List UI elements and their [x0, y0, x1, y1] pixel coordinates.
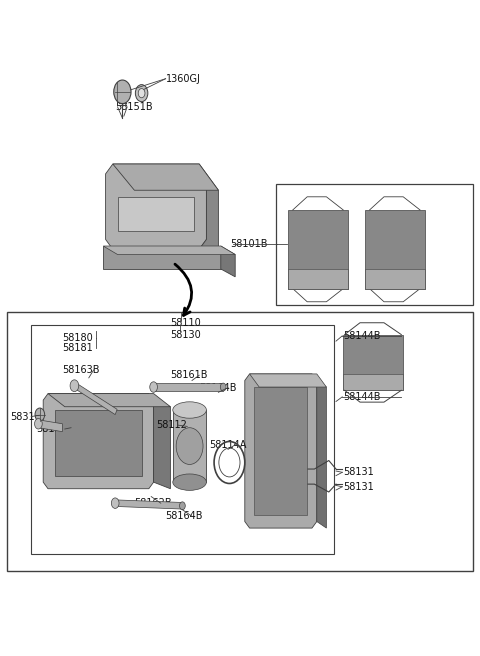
- Text: 58181: 58181: [62, 343, 93, 354]
- Polygon shape: [343, 335, 403, 390]
- Ellipse shape: [173, 401, 206, 419]
- Polygon shape: [154, 400, 170, 489]
- Bar: [276, 184, 473, 305]
- Circle shape: [35, 408, 45, 421]
- Polygon shape: [199, 174, 218, 256]
- Circle shape: [180, 502, 185, 510]
- Text: 58125F: 58125F: [36, 424, 72, 434]
- Text: 1360GJ: 1360GJ: [166, 73, 201, 84]
- Polygon shape: [365, 210, 425, 289]
- Polygon shape: [254, 387, 307, 515]
- Text: 58110: 58110: [170, 318, 201, 328]
- Polygon shape: [317, 380, 326, 528]
- Circle shape: [70, 380, 79, 392]
- Ellipse shape: [173, 474, 206, 490]
- Circle shape: [176, 428, 203, 464]
- Text: 58151B: 58151B: [115, 102, 153, 112]
- Text: 58162B: 58162B: [134, 498, 172, 508]
- Polygon shape: [38, 420, 62, 432]
- Polygon shape: [103, 246, 221, 269]
- Text: 58164B: 58164B: [199, 382, 237, 393]
- Circle shape: [114, 80, 131, 104]
- Text: 58144B: 58144B: [343, 331, 381, 341]
- Text: 58314: 58314: [11, 411, 41, 422]
- Polygon shape: [250, 374, 326, 387]
- Polygon shape: [365, 269, 425, 289]
- Text: 58161B: 58161B: [170, 370, 208, 380]
- Polygon shape: [154, 383, 223, 391]
- Polygon shape: [115, 500, 182, 509]
- Circle shape: [111, 498, 119, 508]
- Text: 58130: 58130: [170, 329, 201, 340]
- Text: 58144B: 58144B: [343, 392, 381, 402]
- Text: 58112: 58112: [156, 420, 187, 430]
- Circle shape: [220, 383, 226, 391]
- Polygon shape: [288, 210, 348, 289]
- Bar: [31, 325, 334, 554]
- Polygon shape: [113, 164, 218, 190]
- Circle shape: [35, 419, 42, 429]
- Polygon shape: [74, 383, 117, 415]
- Text: 58163B: 58163B: [62, 365, 100, 375]
- Polygon shape: [221, 246, 235, 277]
- Circle shape: [150, 382, 157, 392]
- Text: 58164B: 58164B: [166, 511, 203, 522]
- Text: 58131: 58131: [343, 467, 374, 478]
- Text: 58131: 58131: [343, 482, 374, 492]
- Polygon shape: [48, 394, 170, 407]
- Text: 58101B: 58101B: [230, 239, 268, 249]
- Circle shape: [135, 85, 148, 102]
- Polygon shape: [43, 394, 154, 489]
- Polygon shape: [106, 164, 206, 249]
- Polygon shape: [55, 410, 142, 476]
- Polygon shape: [343, 374, 403, 390]
- Polygon shape: [173, 410, 206, 482]
- Polygon shape: [103, 246, 235, 255]
- Polygon shape: [245, 374, 317, 528]
- Bar: [7, 312, 473, 571]
- Text: 58114A: 58114A: [209, 440, 246, 450]
- Circle shape: [138, 89, 145, 98]
- Polygon shape: [288, 269, 348, 289]
- Polygon shape: [118, 197, 194, 231]
- Text: 58180: 58180: [62, 333, 93, 343]
